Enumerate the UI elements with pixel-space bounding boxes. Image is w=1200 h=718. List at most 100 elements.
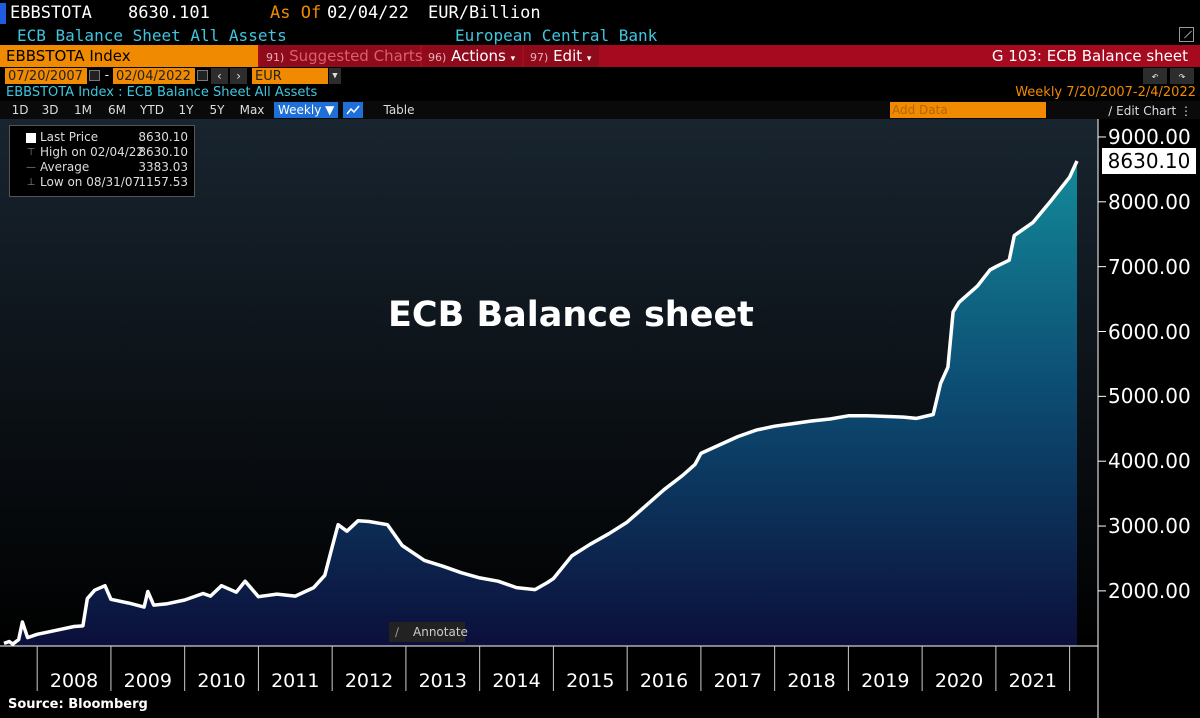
y-tick-label: 6000.00	[1108, 319, 1191, 344]
period-ytd-button[interactable]: YTD	[140, 103, 164, 117]
chart-canvas	[0, 119, 1106, 718]
y-tick-label: 5000.00	[1108, 384, 1191, 409]
y-tick-label: 3000.00	[1108, 514, 1191, 539]
chart-legend[interactable]: ⊟ Last Price 8630.10 ⊤ High on 02/04/22 …	[9, 125, 195, 197]
end-date-input[interactable]: 02/04/2022	[113, 68, 195, 84]
as-of-date: 02/04/22	[327, 3, 409, 23]
period-1m-button[interactable]: 1M	[74, 103, 92, 117]
period-1d-button[interactable]: 1D	[11, 103, 29, 117]
series-area-fill	[4, 161, 1077, 646]
annotate-label: Annotate	[413, 625, 468, 639]
function-title: G 103: ECB Balance sheet	[991, 47, 1188, 65]
security-description: ECB Balance Sheet All Assets	[17, 26, 287, 45]
legend-average-label: Average	[40, 160, 90, 174]
period-max-button[interactable]: Max	[239, 103, 265, 117]
security-header: EBBSTOTA 8630.101 As Of 02/04/22 EUR/Bil…	[0, 0, 1200, 26]
last-value-marker: 8630.10	[1102, 147, 1196, 174]
chart-toolbar: 1D 3D 1M 6M YTD 1Y 5Y Max Weekly ▼ Table…	[0, 101, 1200, 119]
edit-menu-button[interactable]: 97) Edit ▾	[524, 45, 599, 67]
source-label: Source: Bloomberg	[8, 697, 148, 712]
chevron-down-icon: ▾	[510, 54, 516, 64]
x-tick-label: 2015	[566, 670, 615, 692]
x-tick-label: 2014	[492, 670, 541, 692]
x-tick-label: 2020	[934, 670, 984, 692]
y-tick-label: 8000.00	[1108, 189, 1191, 214]
series-line	[3, 160, 1079, 646]
suggested-charts-label: Suggested Charts	[289, 47, 423, 65]
x-tick-label: 2013	[418, 670, 467, 692]
last-value: 8630.101	[128, 3, 210, 23]
popout-icon[interactable]	[1179, 27, 1194, 42]
edit-chart-button[interactable]: ∕ Edit Chart ⋮	[1108, 102, 1192, 119]
x-tick-label: 2017	[713, 670, 762, 692]
calendar-icon[interactable]	[197, 70, 208, 81]
period-3d-button[interactable]: 3D	[41, 103, 59, 117]
legend-last-price-label: Last Price	[40, 130, 99, 144]
table-button[interactable]: Table	[383, 103, 415, 117]
start-date-input[interactable]: 07/20/2007	[5, 68, 87, 84]
x-tick-label: 2010	[197, 670, 246, 692]
chart-title: ECB Balance sheet	[388, 295, 754, 335]
previous-period-button[interactable]: ‹	[211, 68, 228, 84]
pen-icon: ∕	[395, 625, 400, 639]
x-tick-label: 2016	[639, 670, 689, 692]
command-bar: EBBSTOTA Index 91) Suggested Charts 96) …	[0, 45, 1200, 67]
legend-average-value: 3383.03	[138, 160, 188, 174]
average-marker-icon: —	[26, 162, 36, 173]
y-tick-label: 4000.00	[1108, 449, 1191, 474]
x-tick-label: 2019	[861, 670, 910, 692]
next-period-button[interactable]: ›	[230, 68, 247, 84]
ticker-label: EBBSTOTA	[10, 3, 92, 23]
description-row: ECB Balance Sheet All Assets European Ce…	[0, 26, 1200, 45]
x-tick-label: 2012	[344, 670, 394, 692]
series-color-swatch	[26, 133, 36, 143]
legend-high-value: 8630.10	[138, 145, 188, 159]
actions-label: Actions	[451, 47, 506, 65]
currency-select[interactable]: EUR	[252, 68, 328, 84]
legend-last-price-value: 8630.10	[138, 130, 188, 144]
more-icon: ⋮	[1180, 104, 1192, 118]
suggested-charts-button[interactable]: 91) Suggested Charts	[260, 45, 423, 67]
chart-subtitle-row: EBBSTOTA Index : ECB Balance Sheet All A…	[0, 85, 1200, 101]
x-tick-label: 2009	[123, 670, 172, 692]
source-organization: European Central Bank	[455, 26, 658, 45]
edit-label: Edit	[553, 47, 583, 65]
as-of-label: As Of	[270, 3, 322, 23]
chart-subtitle: EBBSTOTA Index : ECB Balance Sheet All A…	[6, 85, 318, 100]
calendar-icon[interactable]	[89, 70, 100, 81]
y-tick-label: 7000.00	[1108, 254, 1191, 279]
chevron-down-icon: ▾	[586, 54, 592, 64]
units-label: EUR/Billion	[428, 3, 541, 23]
line-chart-icon[interactable]	[343, 102, 363, 118]
date-range-bar: 07/20/2007 - 02/04/2022 ‹ › EUR ▼ ↶ ↷	[0, 67, 1200, 85]
period-1y-button[interactable]: 1Y	[178, 103, 194, 117]
x-tick-label: 2018	[787, 670, 836, 692]
low-marker-icon: ⊥	[26, 177, 36, 188]
actions-menu-button[interactable]: 96) Actions ▾	[422, 45, 522, 67]
legend-high-label: High on 02/04/22	[40, 145, 145, 159]
annotate-button[interactable]: ∕ Annotate	[389, 622, 468, 642]
range-dash: -	[103, 68, 111, 83]
high-marker-icon: ⊤	[26, 147, 36, 158]
edit-chart-label: Edit Chart	[1116, 104, 1177, 118]
legend-low-label: Low on 08/31/07	[40, 175, 141, 189]
frequency-range-label: Weekly 7/20/2007-2/4/2022	[1015, 85, 1196, 100]
undo-icon[interactable]: ↶	[1143, 68, 1167, 84]
x-tick-label: 2011	[271, 670, 320, 692]
y-tick-label: 2000.00	[1108, 578, 1191, 603]
tick-layer	[36, 136, 1106, 691]
security-input[interactable]: EBBSTOTA Index	[0, 45, 258, 67]
add-data-input[interactable]: Add Data	[890, 102, 1046, 118]
period-5y-button[interactable]: 5Y	[209, 103, 225, 117]
frequency-select[interactable]: Weekly ▼	[274, 102, 339, 118]
y-tick-label: 9000.00	[1108, 124, 1191, 149]
edit-icon: ∕	[1108, 104, 1113, 118]
chevron-down-icon[interactable]: ▼	[329, 68, 341, 84]
period-6m-button[interactable]: 6M	[108, 103, 126, 117]
security-indicator	[0, 3, 6, 24]
redo-icon[interactable]: ↷	[1170, 68, 1194, 84]
legend-low-value: 1157.53	[138, 175, 188, 189]
chart-area[interactable]: ⊟ Last Price 8630.10 ⊤ High on 02/04/22 …	[0, 119, 1200, 718]
x-tick-label: 2008	[49, 670, 99, 692]
x-tick-label: 2021	[1008, 670, 1057, 692]
